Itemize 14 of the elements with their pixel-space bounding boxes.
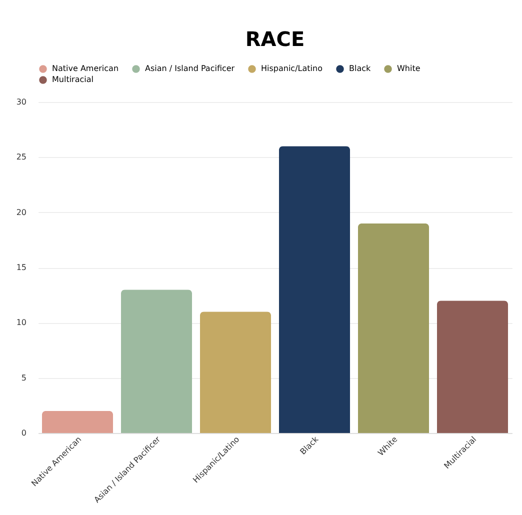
- y-tick-label: 10: [16, 318, 26, 328]
- y-tick-label: 30: [16, 98, 26, 106]
- y-tick-label: 25: [16, 152, 26, 162]
- legend-label: Native American: [52, 64, 119, 73]
- legend-label: Black: [349, 64, 372, 73]
- legend-label: Hispanic/Latino: [261, 64, 323, 73]
- y-tick-label: 15: [16, 263, 26, 272]
- y-tick-label: 20: [16, 208, 26, 217]
- legend-label: Asian / Island Pacificer: [145, 64, 236, 73]
- legend-label: White: [397, 64, 420, 73]
- chart-title: RACE: [245, 27, 305, 51]
- legend-label: Multiracial: [52, 75, 94, 84]
- y-tick-label: 5: [21, 373, 26, 382]
- y-tick-label: 0: [21, 428, 26, 438]
